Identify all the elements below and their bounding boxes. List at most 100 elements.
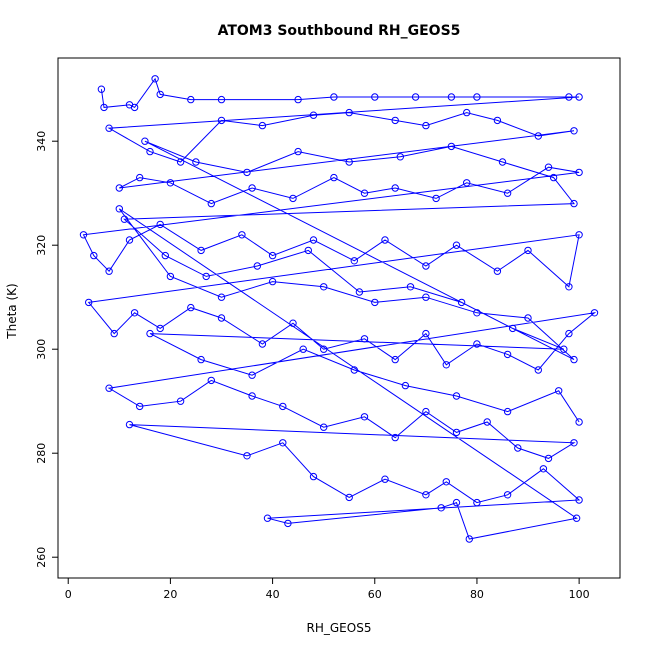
data-point: [125, 236, 134, 244]
data-point: [100, 103, 108, 112]
data-point: [575, 93, 583, 101]
data-point: [575, 418, 583, 426]
data-point: [320, 423, 328, 431]
data-point: [442, 478, 450, 486]
data-point: [268, 277, 277, 286]
data-point: [411, 93, 420, 101]
data-point: [248, 184, 256, 192]
data-point: [253, 262, 261, 270]
data-point: [156, 220, 164, 229]
data-point: [309, 472, 318, 481]
data-point: [473, 309, 481, 317]
data-point: [176, 397, 185, 405]
x-tick-label: 40: [266, 588, 280, 601]
x-tick-label: 80: [470, 588, 484, 601]
data-point: [360, 335, 369, 343]
data-point: [294, 147, 302, 156]
y-axis-label: Theta (K): [5, 283, 19, 339]
data-point: [110, 329, 118, 338]
data-point: [503, 491, 512, 499]
data-point: [238, 231, 246, 239]
data-point: [197, 355, 205, 364]
data-point: [130, 309, 139, 317]
data-point: [575, 496, 583, 504]
data-point: [447, 93, 456, 101]
data-point: [136, 173, 144, 182]
data-point: [258, 121, 267, 130]
data-point: [570, 355, 578, 364]
data-point: [590, 309, 599, 317]
data-point: [534, 132, 542, 140]
data-point: [136, 402, 144, 411]
data-point: [391, 116, 399, 125]
data-point: [503, 407, 512, 416]
data-point: [452, 241, 461, 249]
data-point: [381, 236, 389, 244]
data-point: [176, 158, 185, 166]
y-tick-label: 320: [35, 235, 48, 256]
data-point: [320, 345, 328, 353]
data-point: [197, 246, 205, 255]
series-line: [82, 77, 597, 540]
data-point: [452, 428, 461, 437]
chart-title: ATOM3 Southbound RH_GEOS5: [218, 23, 461, 39]
data-point: [345, 493, 353, 502]
data-point: [166, 179, 175, 187]
data-point: [350, 366, 358, 374]
data-point: [284, 519, 292, 528]
data-point: [105, 384, 113, 392]
data-point: [125, 420, 134, 429]
data-point: [248, 392, 256, 400]
data-point: [422, 293, 430, 301]
data-point: [572, 514, 581, 522]
x-tick-label: 20: [163, 588, 177, 601]
data-point: [166, 272, 175, 281]
data-point: [151, 75, 159, 83]
data-point: [360, 189, 369, 197]
y-tick-label: 300: [35, 339, 48, 360]
data-point: [422, 262, 430, 270]
data-point: [350, 257, 358, 265]
data-point: [391, 433, 399, 442]
data-point: [217, 116, 226, 125]
data-point: [187, 95, 195, 104]
data-point: [565, 93, 573, 101]
plot-area: [79, 75, 599, 543]
data-point: [457, 298, 466, 307]
data-point: [289, 319, 297, 327]
data-point: [79, 231, 88, 239]
data-point: [503, 350, 512, 359]
data-point: [320, 283, 328, 291]
data-point: [146, 329, 154, 338]
data-point: [156, 90, 164, 99]
data-point: [483, 418, 491, 426]
data-point: [391, 184, 399, 192]
data-point: [473, 340, 481, 348]
data-point: [279, 402, 287, 411]
data-point: [555, 387, 563, 395]
data-point: [202, 272, 210, 281]
data-point: [465, 535, 473, 543]
data-point: [207, 199, 216, 208]
data-point: [422, 491, 430, 499]
data-point: [432, 194, 440, 203]
data-point: [115, 205, 124, 213]
data-point: [498, 158, 507, 166]
data-point: [560, 345, 568, 353]
data-point: [243, 452, 251, 460]
x-tick-label: 0: [65, 588, 72, 601]
data-point: [381, 475, 389, 483]
data-point: [565, 329, 573, 338]
data-point: [570, 439, 578, 447]
data-point: [360, 413, 369, 421]
data-point: [217, 314, 226, 322]
data-point: [549, 173, 558, 182]
y-tick-label: 340: [35, 131, 48, 152]
data-point: [294, 95, 302, 104]
data-point: [161, 251, 170, 260]
data-point: [570, 199, 578, 208]
data-point: [422, 329, 430, 338]
data-point: [330, 93, 338, 101]
data-point: [514, 444, 522, 452]
